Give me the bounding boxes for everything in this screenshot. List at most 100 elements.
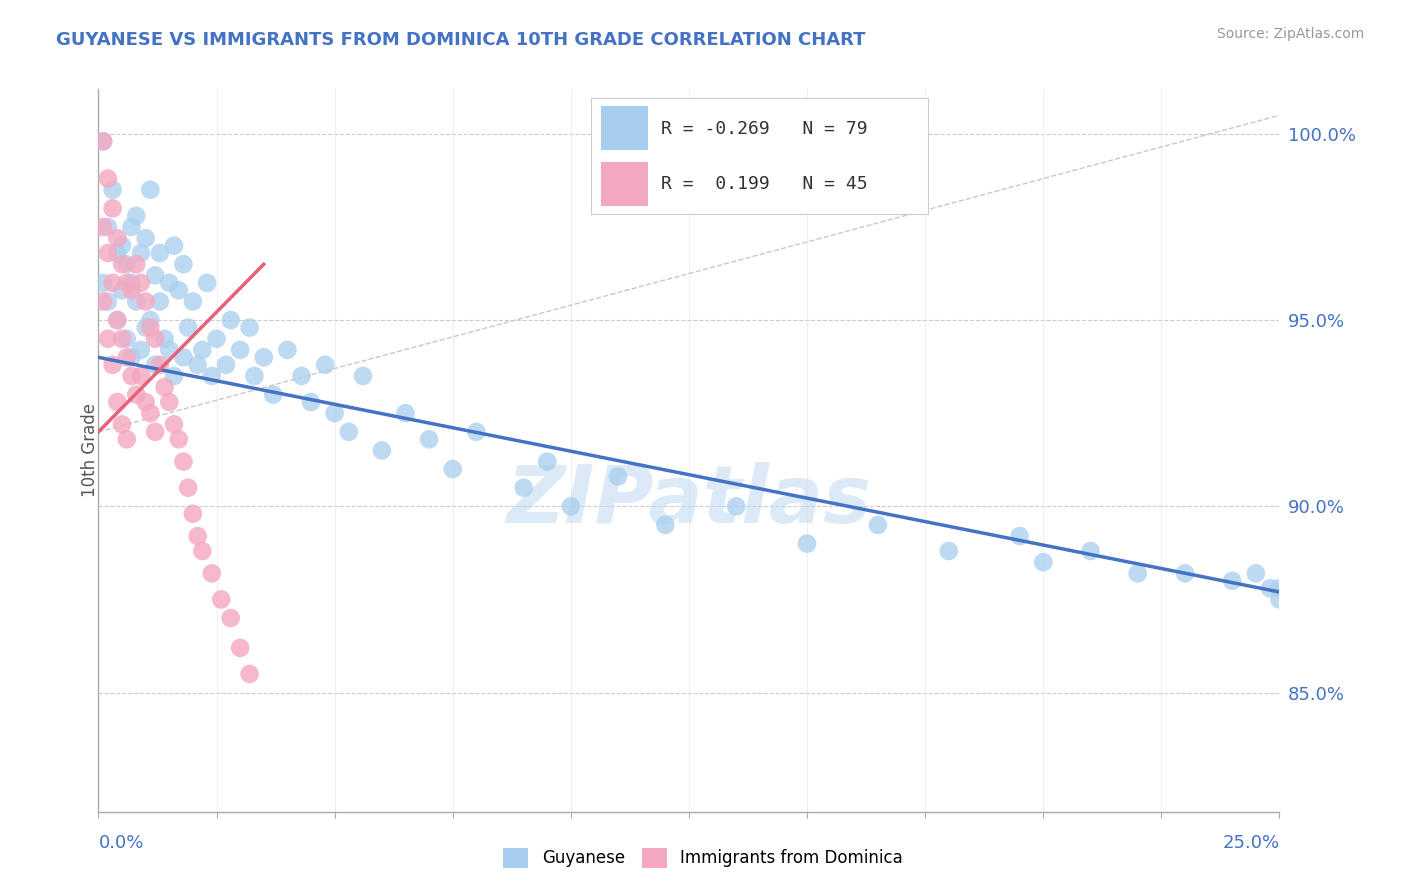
Point (97, 332, 120, 346)
Point (177, 320, 200, 334)
Point (167, 283, 190, 297)
Point (97, 294, 120, 309)
Point (229, 343, 252, 357)
Point (205, 332, 228, 346)
Point (135, 231, 157, 245)
Point (125, 257, 148, 271)
Point (91, 219, 114, 234)
Point (115, 276, 138, 290)
Point (938, 544, 960, 558)
Point (157, 395, 180, 409)
Point (239, 320, 262, 334)
Point (201, 368, 224, 383)
Point (101, 183, 124, 197)
Point (139, 320, 162, 334)
Point (654, 518, 676, 533)
Point (866, 518, 889, 533)
Point (139, 313, 162, 327)
Point (725, 500, 748, 514)
Text: R =  0.199   N = 45: R = 0.199 N = 45 (661, 175, 868, 193)
Point (172, 351, 194, 365)
Point (97, 246, 120, 260)
Point (352, 368, 374, 383)
Point (465, 425, 488, 439)
Point (229, 640, 252, 655)
Point (1258, 581, 1281, 595)
Point (97, 171, 120, 186)
Point (172, 455, 194, 469)
Point (209, 592, 232, 607)
Point (121, 276, 143, 290)
Point (418, 432, 440, 446)
Point (290, 368, 312, 383)
Point (149, 358, 172, 372)
Point (536, 455, 558, 469)
Point (219, 611, 242, 625)
Point (253, 351, 276, 365)
Point (105, 395, 128, 409)
Legend: Guyanese, Immigrants from Dominica: Guyanese, Immigrants from Dominica (496, 841, 910, 875)
Point (121, 219, 143, 234)
Point (157, 343, 180, 357)
Point (91, 134, 114, 148)
Point (105, 313, 128, 327)
Point (441, 462, 464, 476)
Point (143, 358, 166, 372)
Point (243, 368, 266, 383)
Point (299, 395, 322, 409)
Point (337, 425, 360, 439)
Point (187, 358, 209, 372)
Point (111, 257, 134, 271)
Point (323, 406, 346, 420)
Point (111, 417, 134, 432)
Point (167, 432, 190, 446)
Point (215, 358, 238, 372)
Point (105, 231, 128, 245)
Point (135, 395, 157, 409)
Point (560, 500, 582, 514)
Point (91, 276, 114, 290)
Point (121, 368, 143, 383)
Point (1174, 566, 1197, 581)
Point (105, 246, 128, 260)
Point (191, 343, 214, 357)
Point (163, 368, 186, 383)
Point (135, 320, 157, 334)
Point (115, 432, 138, 446)
Point (115, 257, 138, 271)
Point (111, 283, 134, 297)
Point (121, 283, 143, 297)
Text: ZIPatlas: ZIPatlas (506, 462, 872, 540)
Point (1268, 581, 1291, 595)
Point (129, 343, 152, 357)
Point (276, 343, 298, 357)
Point (129, 368, 152, 383)
Point (143, 268, 166, 283)
Point (149, 294, 172, 309)
Point (129, 276, 152, 290)
Point (314, 358, 336, 372)
Point (163, 238, 186, 252)
Point (125, 387, 148, 401)
Point (115, 332, 138, 346)
Point (187, 529, 209, 543)
Point (1220, 574, 1243, 588)
Point (101, 358, 124, 372)
Point (129, 246, 152, 260)
Point (181, 507, 204, 521)
Point (1032, 555, 1054, 569)
Point (796, 536, 818, 550)
Point (239, 667, 262, 681)
Point (177, 481, 200, 495)
Point (1244, 566, 1267, 581)
Point (91, 134, 114, 148)
Point (262, 387, 284, 401)
Point (181, 294, 204, 309)
Point (125, 209, 148, 223)
Point (153, 380, 176, 394)
FancyBboxPatch shape (600, 106, 648, 150)
Point (125, 294, 148, 309)
Point (115, 351, 138, 365)
Point (607, 469, 630, 483)
Point (111, 238, 134, 252)
